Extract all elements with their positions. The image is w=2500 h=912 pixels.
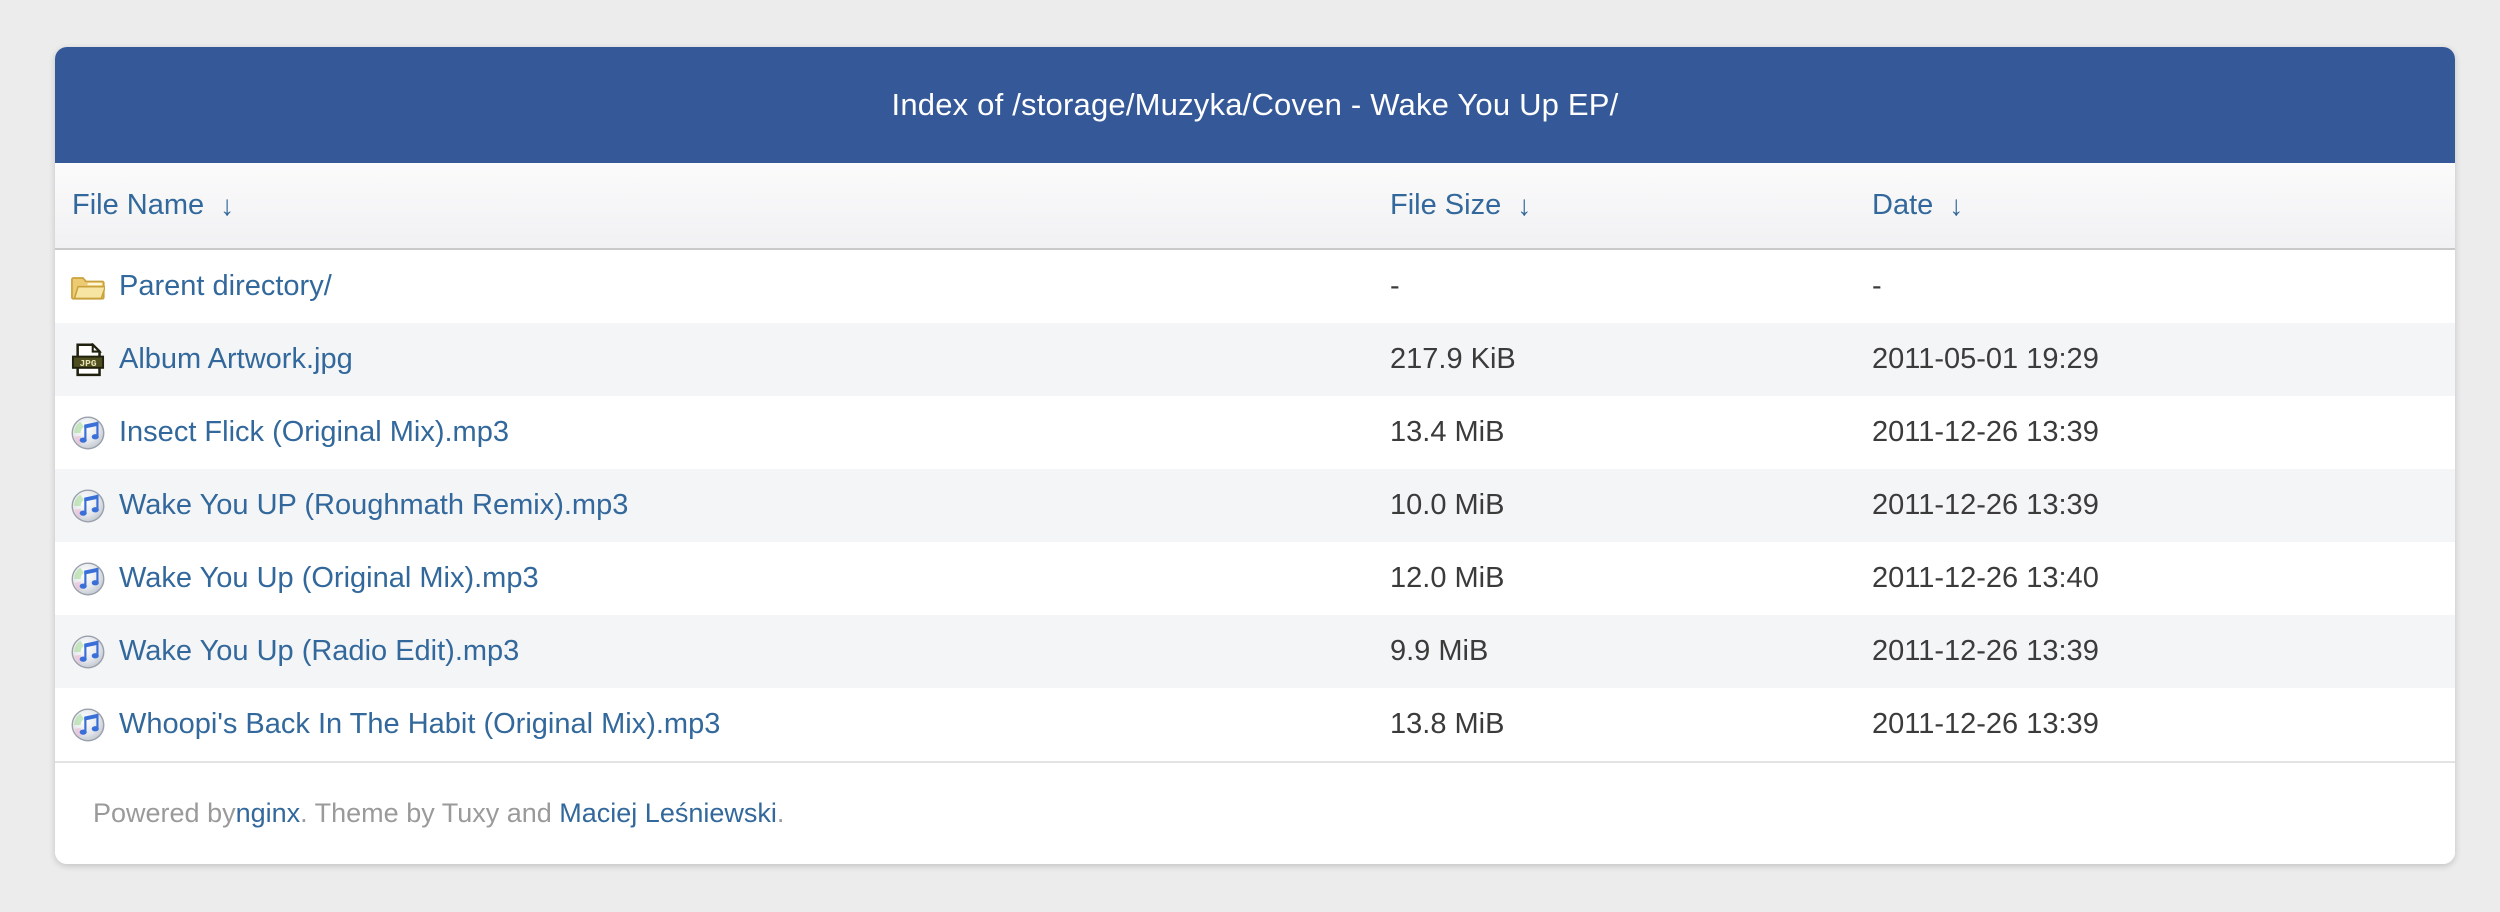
- column-header-file-name[interactable]: File Name ↓: [55, 189, 1390, 222]
- table-row: Wake You Up (Radio Edit).mp3 9.9 MiB 2011-…: [55, 615, 2455, 688]
- file-date-cell: 2011-12-26 13:39: [1872, 416, 2099, 448]
- file-name-cell: Whoopi's Back In The Habit (Original Mix…: [55, 708, 1390, 742]
- file-name-cell: Wake You Up (Original Mix).mp3: [55, 562, 1390, 596]
- file-size-cell: 13.4 MiB: [1390, 416, 1505, 448]
- file-date-cell: 2011-12-26 13:39: [1872, 489, 2099, 521]
- table-row: JPG Album Artwork.jpg 217.9 KiB 2011-05-01…: [55, 323, 2455, 396]
- table-row: Wake You Up (Original Mix).mp3 12.0 MiB 20…: [55, 542, 2455, 615]
- page-title: Index of /storage/Muzyka/Coven - Wake Yo…: [891, 87, 1619, 122]
- file-date-cell: 2011-05-01 19:29: [1872, 343, 2099, 375]
- file-list: Parent directory/ - - JPG Album Artwork.jp…: [55, 250, 2455, 761]
- column-header-file-size[interactable]: File Size ↓: [1390, 189, 1872, 222]
- file-name-label: File Name: [72, 189, 205, 221]
- footer: Powered by nginx . Theme by Tuxy and Mac…: [55, 761, 2455, 864]
- file-link[interactable]: Wake You UP (Roughmath Remix).mp3: [119, 489, 629, 521]
- music-file-icon: [71, 562, 105, 596]
- file-size-cell: -: [1390, 270, 1400, 302]
- file-name-cell: JPG Album Artwork.jpg: [55, 342, 1390, 377]
- jpg-file-icon: JPG: [71, 342, 105, 376]
- file-size-label: File Size: [1390, 189, 1502, 221]
- music-file-icon: [71, 416, 105, 449]
- index-header: Index of /storage/Muzyka/Coven - Wake Yo…: [55, 47, 2455, 163]
- footer-text: . Theme by Tuxy and: [300, 798, 560, 828]
- file-link[interactable]: Insect Flick (Original Mix).mp3: [119, 416, 509, 448]
- file-name-cell: Insect Flick (Original Mix).mp3: [55, 416, 1390, 450]
- file-size-cell: 12.0 MiB: [1390, 562, 1505, 594]
- file-size-cell: 217.9 KiB: [1390, 343, 1516, 375]
- footer-text: Powered by: [93, 798, 236, 828]
- sort-arrow-icon[interactable]: ↓: [1949, 189, 1964, 221]
- svg-text:JPG: JPG: [79, 357, 96, 368]
- music-file-icon: [71, 708, 105, 742]
- table-header-row: File Name ↓ File Size ↓ Date ↓: [55, 163, 2455, 250]
- file-name-cell: Wake You UP (Roughmath Remix).mp3: [55, 489, 1390, 523]
- column-header-date[interactable]: Date ↓: [1872, 189, 2455, 222]
- folder-icon: [71, 276, 105, 300]
- file-name-cell: Parent directory/: [55, 270, 1390, 304]
- date-label: Date: [1872, 189, 1934, 221]
- file-name-cell: Wake You Up (Radio Edit).mp3: [55, 635, 1390, 669]
- file-link[interactable]: Wake You Up (Original Mix).mp3: [119, 562, 539, 594]
- file-link[interactable]: Wake You Up (Radio Edit).mp3: [119, 635, 520, 667]
- sort-arrow-icon[interactable]: ↓: [220, 189, 235, 221]
- file-size-cell: 9.9 MiB: [1390, 635, 1489, 667]
- table-row: Wake You UP (Roughmath Remix).mp3 10.0 Mi…: [55, 469, 2455, 542]
- file-date-cell: 2011-12-26 13:39: [1872, 708, 2099, 740]
- author-link[interactable]: Maciej Leśniewski: [559, 798, 777, 828]
- file-size-cell: 10.0 MiB: [1390, 489, 1505, 521]
- table-row: Insect Flick (Original Mix).mp3 13.4 MiB 2…: [55, 396, 2455, 469]
- folder-icon: [71, 270, 105, 304]
- music-file-icon: [71, 562, 105, 595]
- table-row: Whoopi's Back In The Habit (Original Mix…: [55, 688, 2455, 761]
- sort-arrow-icon[interactable]: ↓: [1517, 189, 1532, 221]
- music-file-icon: [71, 489, 105, 523]
- file-size-cell: 13.8 MiB: [1390, 708, 1505, 740]
- file-date-cell: -: [1872, 270, 1882, 302]
- file-link[interactable]: Album Artwork.jpg: [119, 343, 353, 375]
- nginx-link[interactable]: nginx: [235, 798, 301, 828]
- file-date-cell: 2011-12-26 13:40: [1872, 562, 2099, 594]
- file-link[interactable]: Whoopi's Back In The Habit (Original Mix…: [119, 708, 721, 740]
- music-file-icon: [71, 416, 105, 450]
- file-date-cell: 2011-12-26 13:39: [1872, 635, 2099, 667]
- music-file-icon: [71, 635, 105, 668]
- footer-text: .: [776, 798, 785, 828]
- directory-index-card: Index of /storage/Muzyka/Coven - Wake Yo…: [55, 47, 2455, 864]
- music-file-icon: [71, 708, 105, 741]
- table-row: Parent directory/ - -: [55, 250, 2455, 323]
- file-link[interactable]: Parent directory/: [119, 270, 332, 302]
- jpg-file-icon: JPG: [71, 342, 105, 377]
- music-file-icon: [71, 635, 105, 669]
- music-file-icon: [71, 489, 105, 522]
